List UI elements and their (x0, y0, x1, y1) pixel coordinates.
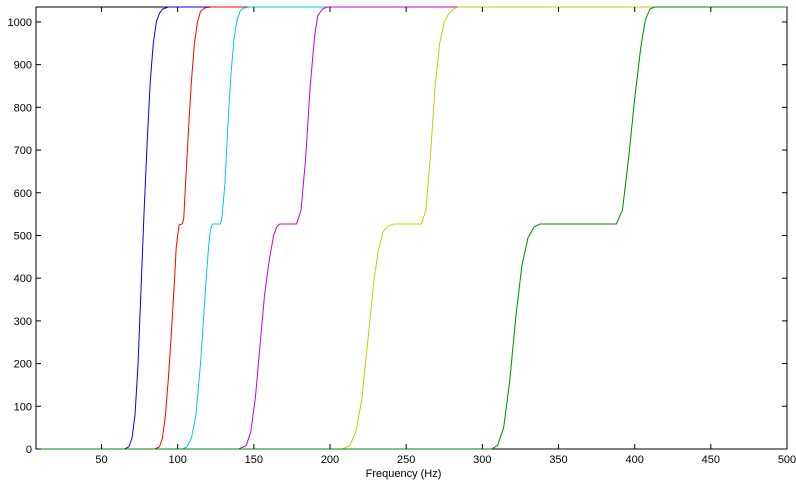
y-tick-label: 1000 (8, 17, 32, 29)
series-layer (36, 6, 787, 450)
y-tick-label: 600 (14, 188, 32, 200)
x-tick-label: 200 (321, 454, 339, 466)
y-tick-label: 700 (14, 145, 32, 157)
x-tick-label: 450 (702, 454, 720, 466)
x-tick-label: 400 (625, 454, 643, 466)
series-line-6 (36, 6, 787, 450)
x-tick-label: 300 (473, 454, 491, 466)
x-tick-label: 250 (397, 454, 415, 466)
y-tick-label: 200 (14, 359, 32, 371)
y-tick-label: 0 (26, 444, 32, 456)
y-tick-label: 100 (14, 401, 32, 413)
tick-layer: 50 100 150 200 250 300 350 400 450 500 0 100 200 300 4… (8, 7, 796, 466)
x-tick-label: 150 (245, 454, 263, 466)
x-tick-label: 50 (95, 454, 107, 466)
y-tick-label: 300 (14, 316, 32, 328)
series-line-1 (36, 6, 787, 450)
x-axis-label: Frequency (Hz) (366, 468, 442, 480)
series-line-3 (36, 6, 787, 450)
y-tick-label: 900 (14, 60, 32, 72)
x-tick-label: 350 (549, 454, 567, 466)
series-line-4 (36, 6, 787, 450)
y-tick-label: 800 (14, 102, 32, 114)
x-tick-label: 500 (778, 454, 796, 466)
series-line-2 (36, 6, 787, 450)
plot-area (35, 6, 788, 450)
x-tick-label: 100 (168, 454, 186, 466)
y-tick-label: 400 (14, 273, 32, 285)
y-tick-label: 500 (14, 230, 32, 242)
series-line-5 (36, 6, 787, 450)
